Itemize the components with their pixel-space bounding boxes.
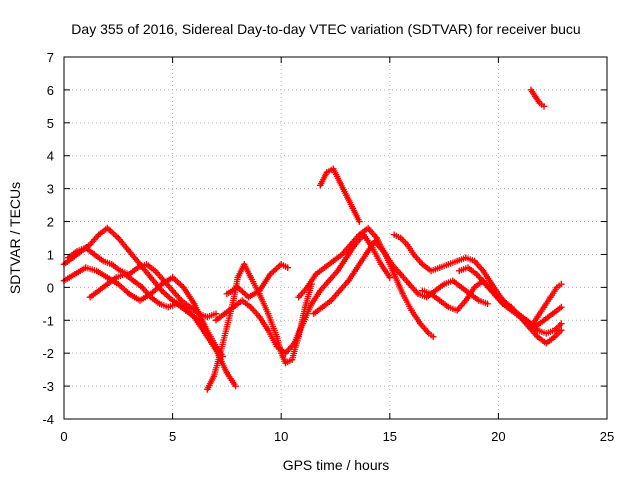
series-track-6 [212,231,393,357]
series-track-8 [317,165,363,225]
x-tick-label: 5 [169,429,176,444]
y-axis-label: SDTVAR / TECUs [7,182,23,294]
y-tick-label: -4 [42,412,54,427]
series-marker-trail [65,244,220,321]
x-tick-label: 10 [274,429,288,444]
x-axis-label: GPS time / hours [283,457,390,473]
series-track-16 [527,86,548,110]
data-layer [60,86,565,393]
series-marker-trail [527,280,565,331]
series-track-10 [310,238,491,317]
series-marker-trail [223,261,291,301]
grid-layer [64,57,607,419]
series-marker-trail [317,165,363,225]
series-marker-trail [527,86,548,110]
y-tick-label: 6 [47,83,54,98]
series-track-4 [86,271,207,327]
y-tick-label: -3 [42,379,54,394]
y-tick-label: 1 [47,247,54,262]
tick-layer: 0 5 10 15 20 25 -4 -3 -2 -1 0 1 2 3 4 5 6 7 [42,50,614,444]
y-tick-label: 7 [47,50,54,65]
y-tick-label: 0 [47,280,54,295]
series-track-15 [527,280,565,331]
series-marker-trail [499,297,565,347]
chart-title: Day 355 of 2016, Sidereal Day-to-day VTE… [71,21,580,37]
y-tick-label: 3 [47,182,54,197]
x-tick-label: 25 [600,429,614,444]
series-marker-trail [212,231,393,357]
x-tick-label: 15 [383,429,397,444]
series-track-14 [499,297,565,347]
y-tick-label: -1 [42,313,54,328]
x-tick-label: 20 [491,429,505,444]
series-marker-trail [86,271,207,327]
plot-frame [63,56,608,420]
y-tick-label: -2 [42,346,54,361]
y-tick-label: 5 [47,116,54,131]
series-marker-trail [310,238,491,317]
y-tick-label: 4 [47,149,54,164]
x-tick-label: 0 [60,429,67,444]
series-track-7 [223,261,291,301]
y-tick-label: 2 [47,215,54,230]
series-track-3 [65,244,220,321]
